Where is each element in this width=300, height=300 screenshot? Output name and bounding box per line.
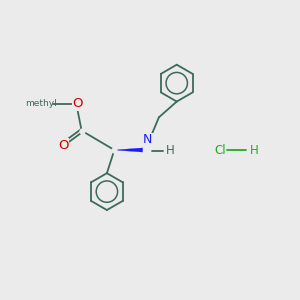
Text: N: N (143, 134, 152, 146)
Text: H: H (166, 143, 174, 157)
Text: O: O (73, 98, 83, 110)
Text: methyl: methyl (25, 99, 56, 108)
Text: H: H (250, 143, 258, 157)
Text: Cl: Cl (214, 143, 226, 157)
Polygon shape (114, 148, 142, 152)
Text: O: O (58, 139, 68, 152)
